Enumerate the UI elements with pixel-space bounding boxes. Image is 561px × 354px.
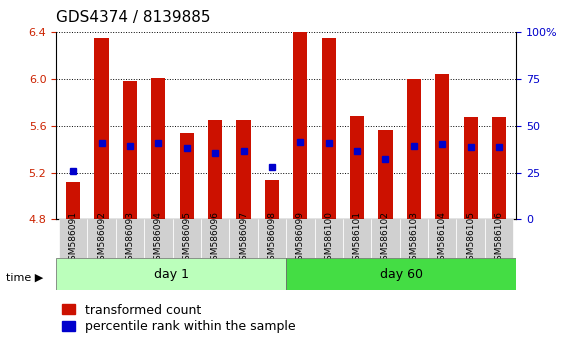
Text: time ▶: time ▶ [6, 273, 43, 283]
Legend: transformed count, percentile rank within the sample: transformed count, percentile rank withi… [62, 304, 296, 333]
Bar [265, 179, 279, 219]
Bar [293, 23, 307, 219]
Text: GSM586092: GSM586092 [97, 211, 106, 267]
Bar [350, 116, 364, 219]
FancyBboxPatch shape [315, 219, 343, 258]
Text: GSM586096: GSM586096 [210, 211, 219, 267]
Text: GSM586095: GSM586095 [182, 211, 191, 267]
Text: day 60: day 60 [380, 268, 422, 281]
FancyBboxPatch shape [59, 219, 88, 258]
Bar [151, 78, 165, 219]
FancyBboxPatch shape [399, 219, 428, 258]
Text: GSM586104: GSM586104 [438, 211, 447, 267]
FancyBboxPatch shape [144, 219, 173, 258]
Text: day 1: day 1 [154, 268, 188, 281]
Text: GSM586097: GSM586097 [239, 211, 248, 267]
Text: GSM586091: GSM586091 [68, 211, 77, 267]
Bar [180, 133, 194, 219]
FancyBboxPatch shape [485, 219, 513, 258]
Text: GSM586094: GSM586094 [154, 211, 163, 267]
Bar [321, 38, 336, 219]
FancyBboxPatch shape [343, 219, 371, 258]
FancyBboxPatch shape [257, 219, 286, 258]
FancyBboxPatch shape [116, 219, 144, 258]
Text: GSM586106: GSM586106 [495, 211, 504, 267]
Text: GSM586093: GSM586093 [126, 211, 135, 267]
Text: GDS4374 / 8139885: GDS4374 / 8139885 [56, 10, 210, 25]
FancyBboxPatch shape [428, 219, 457, 258]
Text: GSM586098: GSM586098 [268, 211, 277, 267]
Bar [492, 118, 506, 219]
Bar [379, 130, 393, 219]
Text: GSM586103: GSM586103 [410, 211, 419, 267]
Bar [435, 74, 449, 219]
Bar [236, 120, 251, 219]
FancyBboxPatch shape [173, 219, 201, 258]
FancyBboxPatch shape [457, 219, 485, 258]
Bar [94, 38, 109, 219]
Text: GSM586101: GSM586101 [353, 211, 362, 267]
FancyBboxPatch shape [286, 219, 315, 258]
FancyBboxPatch shape [56, 258, 286, 290]
Bar [463, 118, 478, 219]
FancyBboxPatch shape [201, 219, 229, 258]
Text: GSM586099: GSM586099 [296, 211, 305, 267]
FancyBboxPatch shape [371, 219, 399, 258]
Bar [208, 120, 222, 219]
Text: GSM586102: GSM586102 [381, 211, 390, 267]
Text: GSM586100: GSM586100 [324, 211, 333, 267]
FancyBboxPatch shape [88, 219, 116, 258]
Bar [123, 81, 137, 219]
Text: GSM586105: GSM586105 [466, 211, 475, 267]
FancyBboxPatch shape [286, 258, 516, 290]
Bar [66, 182, 80, 219]
Bar [407, 79, 421, 219]
FancyBboxPatch shape [229, 219, 257, 258]
